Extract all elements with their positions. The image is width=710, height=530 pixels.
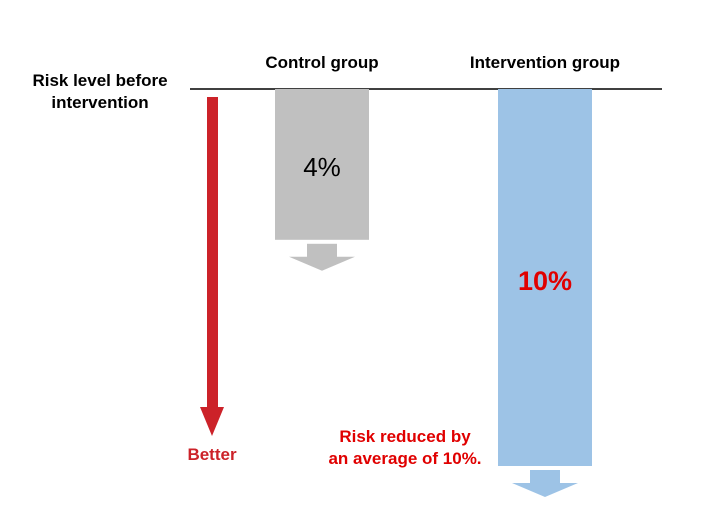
bar-control-down-arrow	[289, 243, 355, 271]
category-label-control: Control group	[265, 53, 378, 72]
annotation-line-2: an average of 10%.	[328, 449, 481, 468]
bar-intervention-group	[498, 89, 592, 466]
better-arrow-head	[200, 407, 224, 436]
bar-control-group	[275, 89, 369, 240]
value-label-control: 4%	[303, 152, 341, 182]
value-label-intervention: 10%	[518, 266, 572, 296]
better-arrow-shaft	[207, 97, 218, 410]
category-label-intervention: Intervention group	[470, 53, 620, 72]
better-label: Better	[187, 445, 237, 464]
baseline-label-line-2: intervention	[51, 93, 148, 112]
baseline-label-line-1: Risk level before	[32, 71, 167, 90]
bar-intervention-down-arrow	[512, 470, 578, 497]
annotation-line-1: Risk reduced by	[339, 427, 471, 446]
